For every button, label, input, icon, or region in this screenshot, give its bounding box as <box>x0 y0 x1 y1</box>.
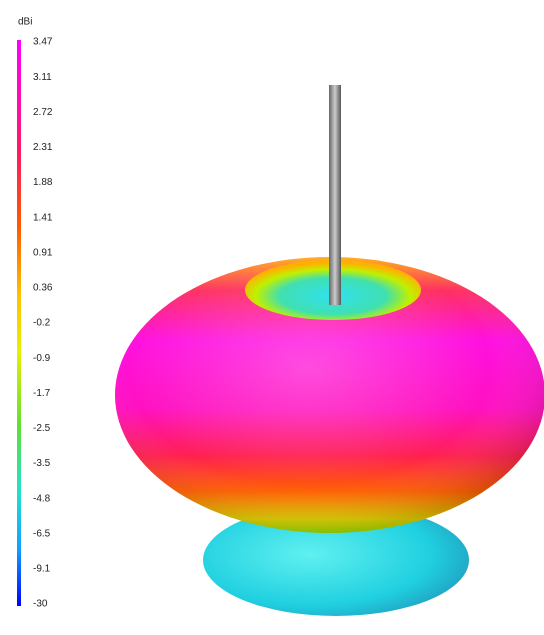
colorbar-label: -0.9 <box>33 353 51 364</box>
colorbar-unit: dBi <box>18 17 32 28</box>
colorbar-label: -4.8 <box>33 493 51 504</box>
colorbar-label: 3.11 <box>33 72 52 83</box>
colorbar-label: -6.5 <box>33 528 51 539</box>
colorbar: dBi 3.47 3.11 2.72 2.31 1.88 1.41 0.91 0.36 -0.2… <box>17 17 53 610</box>
antenna-rod <box>329 85 341 305</box>
main-lobe-shading <box>115 257 544 533</box>
colorbar-label: -3.5 <box>33 458 51 469</box>
colorbar-label: -30 <box>33 599 48 610</box>
colorbar-label: -1.7 <box>33 388 51 399</box>
lower-lobe <box>203 504 469 616</box>
colorbar-label: 0.91 <box>33 247 53 258</box>
colorbar-label: 2.31 <box>33 142 53 153</box>
colorbar-label: 2.72 <box>33 107 53 118</box>
colorbar-label: 3.47 <box>33 37 53 48</box>
colorbar-label: 1.88 <box>33 177 53 188</box>
colorbar-label: -0.2 <box>33 318 51 329</box>
colorbar-label: -9.1 <box>33 564 51 575</box>
colorbar-gradient <box>17 40 21 606</box>
colorbar-label: 1.41 <box>33 212 53 223</box>
colorbar-label: -2.5 <box>33 423 51 434</box>
pattern-3d <box>115 85 544 616</box>
colorbar-label: 0.36 <box>33 283 53 294</box>
